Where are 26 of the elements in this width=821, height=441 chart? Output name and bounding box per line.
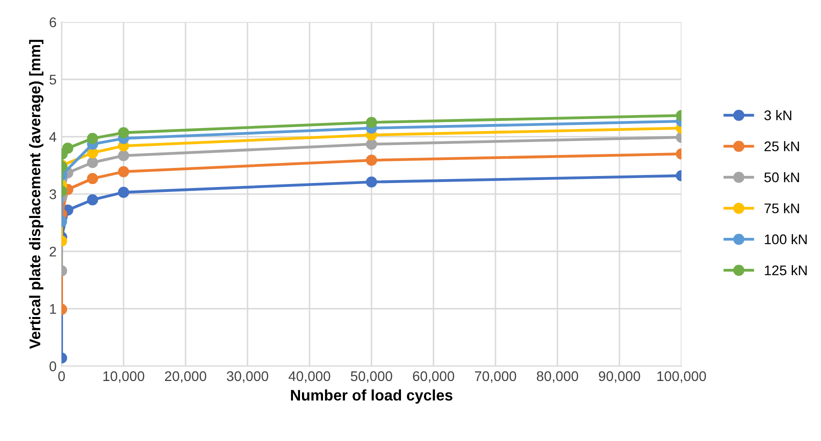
legend-label: 25 kN xyxy=(764,141,799,152)
x-tick-label: 30,000 xyxy=(226,371,268,383)
x-tick-label: 10,000 xyxy=(103,371,144,383)
legend-label: 3 kN xyxy=(764,110,792,120)
x-tick-label: 90,000 xyxy=(598,371,640,383)
y-tick-label: 2 xyxy=(50,246,56,256)
legend-label: 75 kN xyxy=(764,203,799,214)
x-tick-label: 70,000 xyxy=(474,371,516,383)
x-tick-label: 60,000 xyxy=(412,371,454,383)
legend-label: 125 kN xyxy=(764,265,807,276)
y-tick-label: 5 xyxy=(50,74,56,85)
y-tick-label: 0 xyxy=(50,361,56,372)
y-tick-label: 4 xyxy=(49,132,56,142)
y-tick-label: 6 xyxy=(50,17,56,28)
x-tick-label: 80,000 xyxy=(536,371,578,383)
x-tick-label: 100,000 xyxy=(657,371,706,383)
y-tick-label: 1 xyxy=(50,304,56,314)
x-tick-label: 20,000 xyxy=(165,371,206,383)
y-axis-title: Vertical plate displacement (average) [mm] xyxy=(29,40,44,349)
x-axis-title: Number of load cycles xyxy=(291,389,452,404)
x-tick-label: 40,000 xyxy=(288,371,330,383)
x-tick-label: 50,000 xyxy=(350,371,392,383)
legend-label: 50 kN xyxy=(764,172,799,182)
y-tick-label: 3 xyxy=(50,189,56,200)
legend-label: 100 kN xyxy=(764,234,807,244)
x-tick-label: 0 xyxy=(58,371,65,382)
